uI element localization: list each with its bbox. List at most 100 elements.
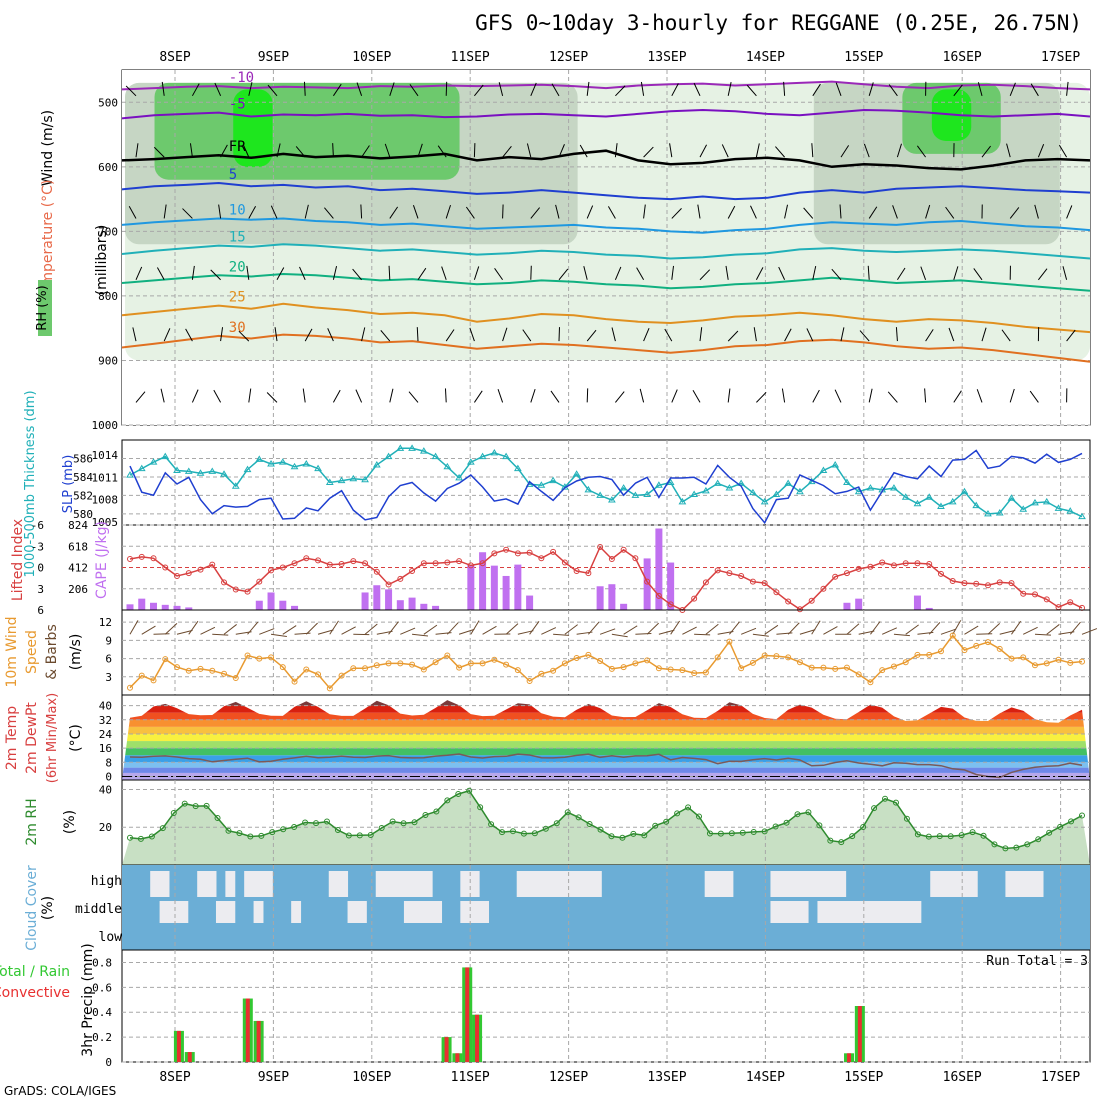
high-cloud-cell [967,871,978,897]
cape-bar [655,528,663,610]
precip-convective-bar [465,967,470,1062]
rh-line-point [871,805,878,812]
thickness-line-point [643,490,652,498]
high-cloud-cell [554,871,565,897]
wind-barb [332,266,338,280]
wind-speed-line-point [279,664,286,671]
wind-barb [945,206,955,219]
lifted-index-line-point [550,548,557,555]
wind-barb [781,388,786,403]
lifted-index-line-point [526,549,533,556]
rh-line-point [706,830,713,837]
high-cloud-cell [1033,871,1044,897]
wind-barb [417,143,423,158]
rh-line-point [127,834,133,841]
wind-speed-line-point [221,670,228,677]
high-cloud-cell [328,871,339,897]
wind-speed-line-point [291,678,298,685]
wind-speed-line-point [338,672,345,679]
rh-legend-swatch [38,280,52,336]
wind-barb [213,389,222,403]
wind-speed-line-point [303,666,310,673]
bottom-date-label: 16SEP [943,1070,982,1085]
surface-wind-barb [1023,626,1038,635]
wind-speed-line-point [644,657,651,664]
wind-speed-line-point [867,679,874,686]
thickness-line-point [278,458,287,465]
high-cloud-cell [826,871,837,897]
cape-bar [279,600,287,610]
rh-line-point [947,833,954,840]
wind-barb [859,330,870,342]
surface-wind-barb [212,633,229,636]
cape-bar [608,584,616,610]
lifted-index-line-point [597,543,604,550]
cape-bar [855,598,863,610]
wind-barb [1058,144,1068,158]
surface-wind-barb [635,632,652,635]
pressure-axis-label: (millibars) [94,225,110,296]
lifted-index-line-point [256,578,263,585]
wind-speed-line-point [984,639,991,646]
wind-barb [389,82,395,96]
lifted-index-line-point [655,592,662,599]
isotherm-line [121,333,1091,363]
wind-barb [303,81,306,96]
surface-wind-barb [1081,628,1098,635]
high-cloud-cell [338,871,349,897]
lifted-index-line-point [1008,580,1015,587]
high-cloud-cell [704,871,715,897]
surface-wind-barb [964,625,979,635]
surface-wind-barb [129,620,139,635]
wind-barb [925,204,931,219]
rh2m-panel: 20 40 2m RH (%) [24,779,1091,866]
surface-wind-barb [881,627,898,635]
surface-wind-barb [999,629,1016,635]
surface-wind-barb [1034,633,1051,636]
bottom-date-label: 10SEP [352,1070,391,1085]
lifted-index-line-point [162,564,169,571]
wind-speed-line-point [632,660,639,667]
rh-line-point [750,828,757,835]
bottom-date-label: 14SEP [746,1070,785,1085]
lifted-index-line-point [973,580,980,587]
temp-tick: 8 [105,756,112,769]
panel-frame [121,609,1091,696]
wind-speed-line-point [796,659,803,666]
surface-wind-barb [329,620,339,635]
top-date-label: 17SEP [1041,50,1080,65]
middle-cloud-cell [855,901,865,923]
wind-barb [783,81,786,96]
wind-barb [727,388,731,403]
wind-barb [160,388,165,403]
rh-line-point [466,787,473,794]
wind-barb [161,81,165,96]
wind-barb [220,144,228,158]
surface-wind-barb [846,623,860,635]
rh-line-point [564,809,571,816]
wind-speed-line-point [503,661,510,668]
wind-barb [977,82,983,96]
temp-tick: 32 [99,714,112,727]
surface-wind-barb [752,633,769,637]
surface-wind-barb [823,626,838,635]
wind-barb [332,83,342,97]
rh-line-point [313,820,320,827]
wind-speed-line-point [514,667,521,674]
bottom-date-label: 17SEP [1041,1070,1080,1085]
lifted-index-line-point [197,566,204,573]
high-cloud-cell [836,871,847,897]
wind-barb [356,82,363,96]
rh-line-point [137,835,144,842]
thickness-line-point [937,502,945,510]
temp-band [122,700,1090,706]
thickness-line-point [220,470,228,477]
thickness-line-point [1066,507,1075,514]
wind-barb [191,83,200,97]
lifted-index-line-point [984,582,991,589]
surface-wind-barb [541,627,557,635]
rh-area [122,790,1090,865]
wind-barb [388,265,391,280]
wind-barb [220,327,224,342]
